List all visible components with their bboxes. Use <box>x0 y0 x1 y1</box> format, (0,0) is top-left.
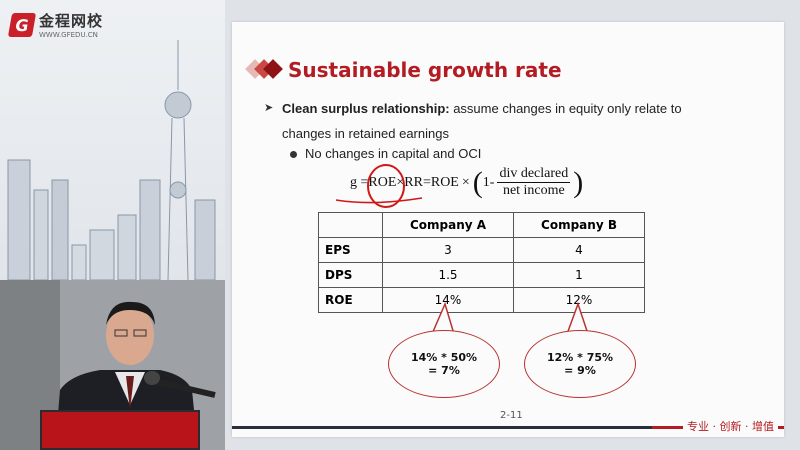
left-panel: G 金程网校 WWW.GFEDU.CN <box>0 0 225 450</box>
callout-b-line2: = 9% <box>564 364 596 377</box>
callout-a-pointer <box>431 301 455 335</box>
callout-a-line1: 14% * 50% <box>410 351 478 364</box>
dot-bullet-icon <box>290 151 297 159</box>
bullet1-rest: assume changes in equity only relate to <box>449 101 682 116</box>
presenter-figure <box>0 280 225 450</box>
formula-fraction: div declared net income <box>497 166 571 199</box>
bullet-no-changes: No changes in capital and OCI <box>290 146 481 161</box>
annotation-overlay <box>335 164 589 335</box>
formula-one-minus: 1- <box>482 174 495 190</box>
table-row: EPS 3 4 <box>318 237 645 263</box>
right-paren: ) <box>573 165 584 199</box>
hand-drawn-underline <box>335 197 423 204</box>
footer-bar-dark <box>232 426 652 429</box>
title-row: Sustainable growth rate <box>245 58 562 82</box>
slide: Sustainable growth rate ➤ Clean surplus … <box>232 22 784 437</box>
callout-company-b: 12% * 75% = 9% <box>524 330 636 398</box>
callout-a-line2: = 7% <box>428 364 460 377</box>
bullet1-line2: changes in retained earnings <box>282 126 449 141</box>
brand-url: WWW.GFEDU.CN <box>39 31 98 39</box>
fraction-denominator: net income <box>502 183 565 198</box>
table-cell: ROE <box>318 287 383 313</box>
hand-drawn-circle <box>367 164 405 208</box>
table-header <box>318 212 383 238</box>
brand-name: 金程网校 <box>39 12 104 30</box>
formula-times: × <box>461 174 470 190</box>
city-skyline-illustration <box>7 40 216 281</box>
table-header: Company B <box>513 212 645 238</box>
footer-tagline: 专业 · 创新 · 增值 <box>683 418 778 434</box>
fraction-numerator: div declared <box>497 166 571 183</box>
table-cell: 1 <box>513 262 645 288</box>
callout-b-pointer <box>566 301 589 335</box>
table-cell: DPS <box>318 262 383 288</box>
table-cell: 14% <box>382 287 514 313</box>
bullet2-text: No changes in capital and OCI <box>305 146 482 161</box>
page-number: 2-11 <box>500 410 523 421</box>
left-paren: ( <box>472 165 483 199</box>
company-table: Company A Company B EPS 3 4 DPS 1.5 1 RO… <box>318 212 645 313</box>
table-cell: EPS <box>318 237 383 263</box>
arrow-bullet-icon: ➤ <box>264 102 274 114</box>
slide-footer: 2-11 专业 · 创新 · 增值 <box>232 410 784 437</box>
table-cell: 4 <box>513 237 645 263</box>
callout-b-line1: 12% * 75% <box>546 351 614 364</box>
table-row: DPS 1.5 1 <box>318 262 645 288</box>
growth-formula: g =ROE×RR=ROE × ( 1- div declared net in… <box>350 166 583 199</box>
brand-logo: G 金程网校 WWW.GFEDU.CN <box>7 10 104 39</box>
bullet-clean-surplus: ➤ Clean surplus relationship: assume cha… <box>264 96 704 146</box>
callout-company-a: 14% * 50% = 7% <box>388 330 500 398</box>
bullet1-bold: Clean surplus relationship: <box>282 101 450 116</box>
table-cell: 1.5 <box>382 262 514 288</box>
presenter-video <box>0 280 225 450</box>
table-header-row: Company A Company B <box>318 212 645 238</box>
slide-title: Sustainable growth rate <box>288 58 562 82</box>
